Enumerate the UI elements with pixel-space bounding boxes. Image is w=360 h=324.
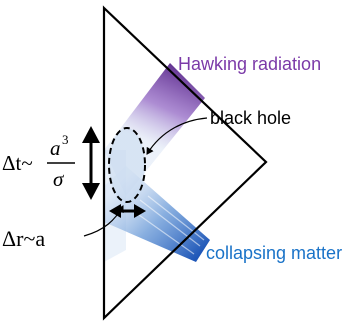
delta-t-arrow [82, 126, 100, 200]
delta-t-numerator-base: a [50, 136, 61, 160]
delta-t-formula: Δt~ a 3 σ [2, 132, 75, 191]
black-hole-region [108, 127, 146, 203]
delta-r-formula: Δr~a [2, 226, 45, 251]
collapsing-matter-label: collapsing matter [206, 243, 342, 263]
delta-r-arrow [109, 204, 146, 218]
black-hole-pointer [146, 117, 208, 155]
hawking-radiation-label: Hawking radiation [178, 54, 321, 74]
collapsing-matter-streaks [131, 195, 205, 255]
delta-t-numerator-exponent: 3 [62, 132, 69, 147]
delta-t-denominator: σ [53, 167, 65, 191]
spacetime-triangle [102, 5, 268, 321]
delta-t-lhs: Δt~ [2, 151, 33, 175]
black-hole-label: black hole [210, 108, 291, 128]
